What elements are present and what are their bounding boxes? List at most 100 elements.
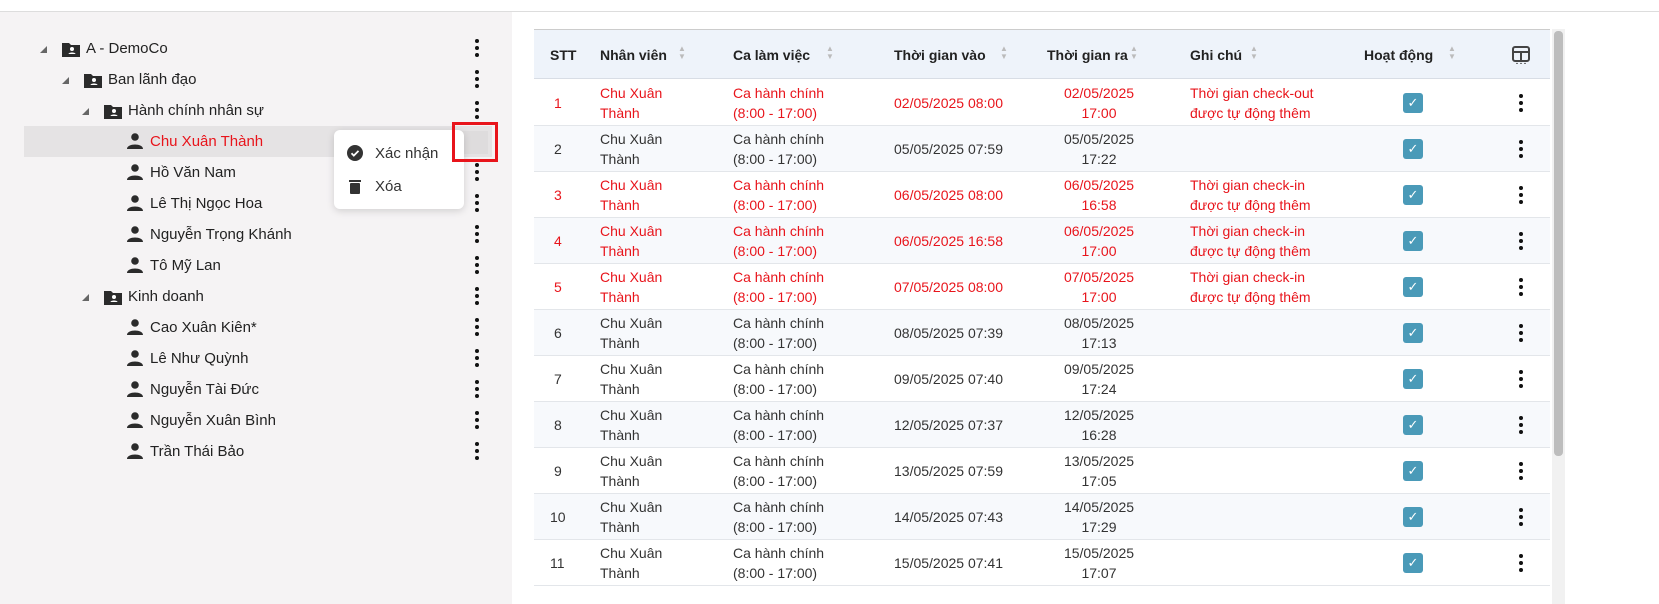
table-scrollbar[interactable]	[1552, 29, 1565, 604]
table-row[interactable]: 6 Chu Xuân Thành Ca hành chính (8:00 - 17:…	[534, 310, 1550, 356]
folder-user-icon	[104, 105, 122, 119]
row-more-options-icon[interactable]	[1516, 323, 1526, 343]
cell-employee: Chu Xuân Thành	[600, 223, 663, 259]
sort-icon[interactable]: ▲ ▼	[1130, 44, 1138, 61]
expand-arrow-icon[interactable]	[82, 108, 89, 115]
header-time-out[interactable]: Thời gian ra	[1047, 47, 1128, 63]
header-note[interactable]: Ghi chú	[1190, 47, 1243, 63]
tree-node[interactable]: Hành chính nhân sự	[24, 95, 492, 126]
context-menu: Xác nhận Xóa	[334, 130, 464, 209]
more-options-icon[interactable]	[472, 441, 482, 461]
active-checkbox[interactable]: ✓	[1403, 139, 1423, 159]
folder-user-icon	[104, 291, 122, 305]
active-checkbox[interactable]: ✓	[1403, 507, 1423, 527]
tree-node-label: Lê Thị Ngọc Hoa	[150, 195, 263, 212]
more-options-icon[interactable]	[472, 193, 482, 213]
table-row[interactable]: 11 Chu Xuân Thành Ca hành chính (8:00 - 17…	[534, 540, 1550, 586]
more-options-icon[interactable]	[472, 38, 482, 58]
row-more-options-icon[interactable]	[1516, 93, 1526, 113]
cell-shift: Ca hành chính (8:00 - 17:00)	[733, 545, 825, 581]
more-options-icon[interactable]	[472, 255, 482, 275]
active-checkbox[interactable]: ✓	[1403, 461, 1423, 481]
more-options-icon[interactable]	[472, 379, 482, 399]
tree-node[interactable]: Kinh doanh	[24, 281, 492, 312]
cell-time-in: 14/05/2025 07:43	[894, 509, 1003, 525]
row-more-options-icon[interactable]	[1516, 139, 1526, 159]
tree-node[interactable]: A - DemoCo	[24, 33, 492, 64]
table-row[interactable]: 8 Chu Xuân Thành Ca hành chính (8:00 - 17:…	[534, 402, 1550, 448]
more-options-icon[interactable]	[472, 317, 482, 337]
active-checkbox[interactable]: ✓	[1403, 553, 1423, 573]
row-more-options-icon[interactable]	[1516, 277, 1526, 297]
active-checkbox[interactable]: ✓	[1403, 369, 1423, 389]
more-options-icon[interactable]	[472, 162, 482, 182]
header-employee[interactable]: Nhân viên	[600, 47, 667, 63]
cell-time-out: 12/05/2025 16:28	[1063, 407, 1135, 443]
cell-time-out: 14/05/2025 17:29	[1063, 499, 1135, 535]
row-more-options-icon[interactable]	[1516, 461, 1526, 481]
more-options-icon[interactable]	[472, 410, 482, 430]
active-checkbox[interactable]: ✓	[1403, 415, 1423, 435]
sort-icon[interactable]: ▲ ▼	[826, 44, 834, 61]
table-row[interactable]: 1 Chu Xuân Thành Ca hành chính (8:00 - 17:…	[534, 80, 1550, 126]
tree-node[interactable]: Ban lãnh đạo	[24, 64, 492, 95]
scrollbar-thumb[interactable]	[1554, 31, 1563, 456]
cell-time-out: 08/05/2025 17:13	[1063, 315, 1135, 351]
expand-arrow-icon[interactable]	[40, 46, 47, 53]
header-shift[interactable]: Ca làm việc	[733, 47, 811, 63]
tree-node[interactable]: Tô Mỹ Lan	[24, 250, 492, 281]
more-options-icon[interactable]	[472, 286, 482, 306]
table-row[interactable]: 5 Chu Xuân Thành Ca hành chính (8:00 - 17:…	[534, 264, 1550, 310]
tree-node[interactable]: Lê Như Quỳnh	[24, 343, 492, 374]
active-checkbox[interactable]: ✓	[1403, 277, 1423, 297]
tree-node[interactable]: Lê Thị Ngọc Hoa	[24, 188, 492, 219]
table-row[interactable]: 9 Chu Xuân Thành Ca hành chính (8:00 - 17:…	[534, 448, 1550, 494]
sort-icon[interactable]: ▲ ▼	[1000, 44, 1008, 61]
cell-time-in: 09/05/2025 07:40	[894, 371, 1003, 387]
more-options-icon[interactable]	[472, 224, 482, 244]
tree-node-label: Hồ Văn Nam	[150, 164, 236, 181]
table-row[interactable]: 2 Chu Xuân Thành Ca hành chính (8:00 - 17:…	[534, 126, 1550, 172]
cell-note: Thời gian check-in được tự động thêm	[1190, 223, 1311, 259]
expand-arrow-icon[interactable]	[62, 77, 69, 84]
header-time-in[interactable]: Thời gian vào	[894, 47, 986, 63]
active-checkbox[interactable]: ✓	[1403, 323, 1423, 343]
row-more-options-icon[interactable]	[1516, 507, 1526, 527]
column-settings-icon[interactable]	[1512, 46, 1530, 64]
row-more-options-icon[interactable]	[1516, 369, 1526, 389]
sort-icon[interactable]: ▲ ▼	[1448, 44, 1456, 61]
row-more-options-icon[interactable]	[1516, 231, 1526, 251]
table-row[interactable]: 4 Chu Xuân Thành Ca hành chính (8:00 - 17:…	[534, 218, 1550, 264]
more-options-icon[interactable]	[472, 348, 482, 368]
cell-employee: Chu Xuân Thành	[600, 407, 663, 443]
cell-employee: Chu Xuân Thành	[600, 499, 663, 535]
table-row[interactable]: 3 Chu Xuân Thành Ca hành chính (8:00 - 17:…	[534, 172, 1550, 218]
expand-arrow-icon[interactable]	[82, 294, 89, 301]
tree-node[interactable]: Nguyễn Trọng Khánh	[24, 219, 492, 250]
menu-item-label: Xác nhận	[375, 144, 439, 162]
sort-icon[interactable]: ▲ ▼	[1250, 44, 1258, 61]
row-more-options-icon[interactable]	[1516, 415, 1526, 435]
table-row[interactable]: 10 Chu Xuân Thành Ca hành chính (8:00 - 17…	[534, 494, 1550, 540]
person-icon	[127, 350, 143, 366]
tree-node[interactable]: Trần Thái Bảo	[24, 436, 492, 467]
tree-node[interactable]: Cao Xuân Kiên*	[24, 312, 492, 343]
cell-time-out: 07/05/2025 17:00	[1063, 269, 1135, 305]
tree-node[interactable]: Hồ Văn Nam	[24, 157, 492, 188]
menu-item-confirm[interactable]: Xác nhận	[334, 138, 464, 168]
table-row[interactable]: 7 Chu Xuân Thành Ca hành chính (8:00 - 17:…	[534, 356, 1550, 402]
row-more-options-icon[interactable]	[1516, 553, 1526, 573]
active-checkbox[interactable]: ✓	[1403, 93, 1423, 113]
tree-node[interactable]: Nguyễn Xuân Bình	[24, 405, 492, 436]
more-options-icon[interactable]	[472, 69, 482, 89]
active-checkbox[interactable]: ✓	[1403, 231, 1423, 251]
person-icon	[127, 133, 143, 149]
sort-icon[interactable]: ▲ ▼	[678, 44, 686, 61]
tree-node[interactable]: Nguyễn Tài Đức	[24, 374, 492, 405]
header-active[interactable]: Hoạt động	[1364, 47, 1434, 63]
cell-time-out: 06/05/2025 16:58	[1063, 177, 1135, 213]
active-checkbox[interactable]: ✓	[1403, 185, 1423, 205]
more-options-icon[interactable]	[472, 100, 482, 120]
menu-item-delete[interactable]: Xóa	[334, 171, 464, 201]
row-more-options-icon[interactable]	[1516, 185, 1526, 205]
